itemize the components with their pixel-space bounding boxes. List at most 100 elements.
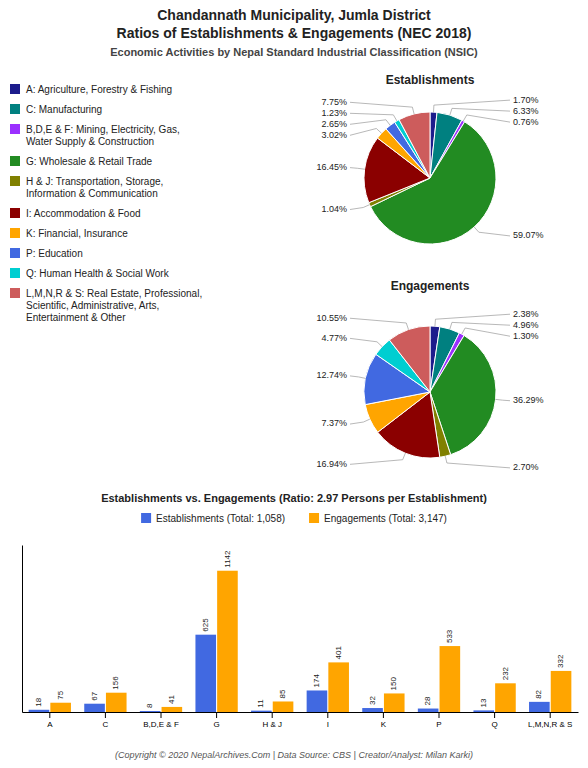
- data-label: 2.70%: [513, 462, 539, 472]
- x-axis: ACB,D,E & FGH & JIKPQL,M,N,R & S: [23, 712, 579, 729]
- bar: [362, 708, 383, 712]
- data-label: 16.45%: [316, 162, 347, 172]
- legend-label: K: Financial, Insurance: [26, 228, 128, 239]
- legend-swatch: [10, 228, 20, 238]
- legend-label-line: Information & Communication: [26, 188, 158, 199]
- chart-svg: Chandannath Municipality, Jumla District…: [0, 0, 588, 768]
- footer: (Copyright © 2020 NepalArchives.Com | Da…: [115, 750, 473, 760]
- bar: [529, 702, 550, 712]
- data-label: 41: [167, 694, 176, 703]
- x-tick: A: [47, 712, 53, 729]
- x-tick-label: H & J: [262, 720, 282, 729]
- x-tick: C: [103, 712, 109, 729]
- bar: [473, 710, 494, 712]
- legend: Establishments (Total: 1,058) Engagements…: [141, 513, 447, 524]
- bar: [50, 703, 71, 712]
- x-tick: K: [381, 712, 387, 729]
- legend-label: H & J: Transportation, Storage,Informati…: [26, 176, 163, 199]
- pie-chart: Establishments1.70%6.33%0.76%59.07%1.04%…: [316, 73, 543, 244]
- data-label: 16.94%: [316, 459, 347, 469]
- legend-item: P: Education: [10, 248, 83, 259]
- bar: [140, 711, 161, 712]
- legend-item: Q: Human Health & Social Work: [10, 268, 170, 279]
- leader-line: [474, 227, 510, 236]
- legend-item: I: Accommodation & Food: [10, 208, 141, 219]
- data-label: 8: [145, 703, 154, 708]
- pie-slices: [364, 326, 496, 458]
- data-label: 0.76%: [513, 116, 539, 126]
- bar: [29, 710, 50, 712]
- data-label: 82: [534, 689, 543, 698]
- subtitle: Economic Activities by Nepal Standard In…: [110, 46, 478, 58]
- legend-label-line: P: Education: [26, 248, 83, 259]
- data-label: 12.74%: [316, 370, 347, 380]
- y-axis: [22, 546, 23, 713]
- legend-label: G: Wholesale & Retail Trade: [26, 156, 153, 167]
- pie-labels: 2.38%4.96%1.30%36.29%2.70%16.94%7.37%12.…: [316, 309, 543, 473]
- title: Ratios of Establishments & Engagements (…: [117, 25, 472, 41]
- x-tick-label: C: [103, 720, 109, 729]
- x-tick-mark: [272, 712, 273, 718]
- leader-line: [350, 128, 381, 135]
- legend-swatch: [10, 104, 20, 114]
- legend-label-line: Scientific, Administrative, Arts,: [26, 300, 159, 311]
- leader-line: [350, 338, 382, 346]
- bar: [384, 693, 405, 712]
- pie-slices: [364, 112, 496, 244]
- legend-swatch: [10, 176, 20, 186]
- leader-line: [350, 205, 370, 210]
- legend-label: Establishments (Total: 1,058): [156, 513, 285, 524]
- data-label: 2.38%: [513, 309, 539, 319]
- legend-label: B,D,E & F: Mining, Electricity, Gas,Wate…: [26, 124, 180, 147]
- data-label: 232: [501, 666, 510, 680]
- data-label: 332: [556, 654, 565, 668]
- legend-label-line: L,M,N,R & S: Real Estate, Professional,: [26, 288, 202, 299]
- x-tick: G: [213, 712, 219, 729]
- legend-item: H & J: Transportation, Storage,Informati…: [10, 176, 163, 199]
- legend-label-line: Q: Human Health & Social Work: [26, 268, 170, 279]
- pie-labels: 1.70%6.33%0.76%59.07%1.04%16.45%3.02%2.6…: [316, 94, 543, 240]
- leader-line: [496, 399, 510, 400]
- data-label: 11: [256, 699, 265, 708]
- legend-item: A: Agriculture, Forestry & Fishing: [10, 84, 172, 95]
- x-tick-mark: [550, 712, 551, 718]
- x-tick-mark: [105, 712, 106, 718]
- pie-slice: [399, 112, 430, 178]
- legend-label: P: Education: [26, 248, 83, 259]
- legend-label: Q: Human Health & Social Work: [26, 268, 170, 279]
- legend-label: A: Agriculture, Forestry & Fishing: [26, 84, 172, 95]
- leader-line: [450, 108, 510, 115]
- data-label: 174: [312, 674, 321, 688]
- x-tick: P: [436, 712, 441, 729]
- bar: [251, 711, 272, 712]
- legend-label: Engagements (Total: 3,147): [324, 513, 447, 524]
- leader-line: [350, 120, 390, 126]
- bar: [273, 701, 294, 712]
- data-label: 67: [90, 691, 99, 700]
- bar-title: Establishments vs. Engagements (Ratio: 2…: [101, 492, 487, 504]
- y-axis-line: [22, 546, 23, 713]
- data-label: 3.02%: [321, 130, 347, 140]
- legend-label-line: K: Financial, Insurance: [26, 228, 128, 239]
- data-label: 150: [389, 677, 398, 691]
- legend-swatch: [10, 268, 20, 278]
- legend-item: K: Financial, Insurance: [10, 228, 128, 239]
- bar-chart: Establishments vs. Engagements (Ratio: 2…: [23, 492, 579, 729]
- legend-label: C: Manufacturing: [26, 104, 102, 115]
- x-tick-mark: [49, 712, 50, 718]
- data-label: 4.77%: [321, 333, 347, 343]
- legend-swatch: [309, 513, 319, 523]
- legend-swatch: [10, 156, 20, 166]
- leader-line: [463, 115, 510, 122]
- x-tick-label: B,D,E & F: [143, 720, 179, 729]
- legend-swatch: [10, 208, 20, 218]
- x-tick-label: G: [213, 720, 219, 729]
- data-label: 1.70%: [513, 94, 539, 104]
- x-tick: L,M,N,R & S: [528, 712, 572, 729]
- data-label: 7.37%: [321, 418, 347, 428]
- legend-swatch: [10, 124, 20, 134]
- leader-line: [462, 328, 510, 336]
- data-label: 85: [278, 689, 287, 698]
- legend: A: Agriculture, Forestry & Fishing C: Man…: [10, 84, 202, 323]
- x-tick-label: A: [47, 720, 53, 729]
